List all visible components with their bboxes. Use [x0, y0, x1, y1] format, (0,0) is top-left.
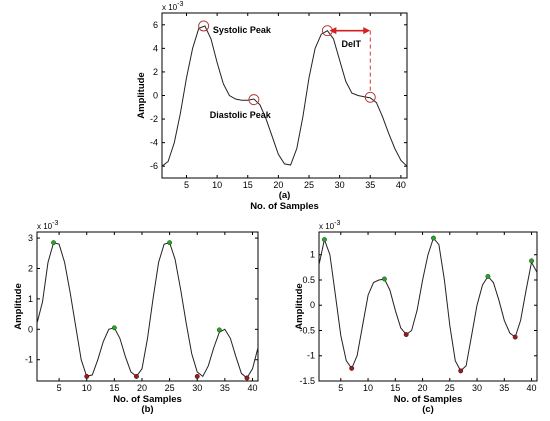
trough-marker: [512, 334, 518, 340]
x-axis-label: No. of Samples: [394, 394, 463, 405]
y-tick-label: -6: [150, 161, 158, 171]
x-tick-label: 35: [499, 383, 509, 393]
delt-arrow-head-right: [363, 27, 371, 35]
series-line: [161, 25, 408, 167]
peak-marker: [431, 235, 436, 241]
x-tick-label: 35: [220, 383, 230, 393]
delt-arrow-head-left: [329, 27, 337, 35]
y-tick-label: 2: [28, 263, 33, 273]
plot-frame: [36, 231, 259, 382]
y-tick-label: -1.5: [299, 376, 315, 386]
axis-exponent-power: -3: [334, 220, 340, 227]
delt-label: DelT: [341, 39, 361, 49]
series-line: [36, 241, 259, 379]
x-tick-label: 10: [363, 383, 373, 393]
axis-exponent: x 10-3: [162, 1, 183, 12]
panel-label: (a): [279, 190, 291, 201]
axis-exponent-base: x 10: [162, 3, 178, 12]
x-tick-label: 30: [192, 383, 202, 393]
x-tick-label: 15: [109, 383, 119, 393]
x-tick-label: 40: [396, 180, 406, 190]
y-axis-label: Amplitude: [294, 283, 305, 329]
x-tick-label: 20: [273, 180, 283, 190]
y-tick-label: -4: [150, 138, 158, 148]
x-tick-label: 25: [445, 383, 455, 393]
y-tick-label: -2: [150, 114, 158, 124]
y-axis-label: Amplitude: [136, 72, 147, 118]
y-tick-label: 3: [28, 233, 33, 243]
y-tick-label: 0: [153, 91, 158, 101]
series-line: [318, 237, 538, 372]
chart-panel-a: 5 10 15 20 25 30 35 40 -6 -4 -2 0 2 4 6 x 10-3 Systolic …: [136, 1, 408, 212]
x-tick-label: 25: [304, 180, 314, 190]
y-tick-label: 1: [310, 250, 315, 260]
axis-exponent: x 10-3: [319, 220, 340, 231]
x-tick-label: 40: [247, 383, 257, 393]
axis-exponent-power: -3: [52, 220, 58, 227]
y-tick-label: 0.5: [302, 275, 315, 285]
y-tick-label: 4: [153, 43, 158, 53]
x-tick-label: 5: [184, 180, 189, 190]
trough-marker: [349, 365, 355, 371]
x-tick-label: 15: [390, 383, 400, 393]
feature-circle: [364, 91, 376, 103]
x-tick-label: 10: [212, 180, 222, 190]
x-tick-label: 15: [243, 180, 253, 190]
y-tick-label: 2: [153, 67, 158, 77]
x-tick-label: 30: [472, 383, 482, 393]
y-tick-label: 0: [28, 324, 33, 334]
axis-exponent: x 10-3: [37, 220, 58, 231]
x-tick-label: 10: [82, 383, 92, 393]
trough-marker: [403, 332, 409, 337]
diastolic-peak-label: Diastolic Peak: [210, 110, 272, 120]
peak-marker: [529, 258, 534, 264]
trough-marker: [458, 368, 464, 374]
x-tick-label: 35: [365, 180, 375, 190]
trough-marker: [134, 373, 139, 379]
axis-exponent-base: x 10: [37, 222, 53, 231]
peak-marker: [322, 237, 327, 243]
x-axis-label: No. of Samples: [113, 394, 182, 405]
peak-marker: [485, 273, 491, 279]
peak-marker: [381, 276, 387, 282]
peak-marker: [51, 240, 57, 246]
x-tick-label: 5: [57, 383, 62, 393]
x-tick-label: 20: [137, 383, 147, 393]
trough-marker: [194, 373, 200, 379]
panel-label: (b): [141, 404, 153, 415]
chart-panel-c: 5 10 15 20 25 30 35 40 -1.5 -1 -0.5 0 0.5 1 x 10-3 No. …: [294, 220, 538, 415]
panel-label: (c): [422, 404, 434, 415]
axis-exponent-base: x 10: [319, 222, 335, 231]
systolic-peak-label: Systolic Peak: [213, 25, 272, 35]
y-axis-label: Amplitude: [13, 283, 24, 329]
y-tick-label: 6: [153, 20, 158, 30]
trough-marker: [244, 375, 250, 381]
axis-exponent-power: -3: [177, 1, 183, 8]
x-axis-label: No. of Samples: [250, 201, 319, 212]
y-tick-label: -0.5: [299, 325, 315, 335]
x-tick-label: 30: [335, 180, 345, 190]
peak-marker: [111, 325, 117, 331]
chart-panel-b: 5 10 15 20 25 30 35 40 -1 0 1 2 3 x 10-3 No. of Sample…: [13, 220, 259, 415]
feature-circle: [248, 94, 260, 106]
peak-marker: [167, 240, 173, 246]
trough-marker: [84, 373, 90, 379]
y-tick-label: 0: [310, 300, 315, 310]
x-tick-label: 25: [165, 383, 175, 393]
y-tick-label: -1: [307, 351, 315, 361]
feature-circle: [198, 20, 210, 32]
x-tick-label: 40: [527, 383, 537, 393]
x-tick-label: 20: [418, 383, 428, 393]
y-tick-label: 1: [28, 294, 33, 304]
x-tick-label: 5: [338, 383, 343, 393]
peak-marker: [216, 327, 222, 333]
plot-frame: [318, 231, 538, 382]
y-tick-label: -1: [25, 355, 33, 365]
